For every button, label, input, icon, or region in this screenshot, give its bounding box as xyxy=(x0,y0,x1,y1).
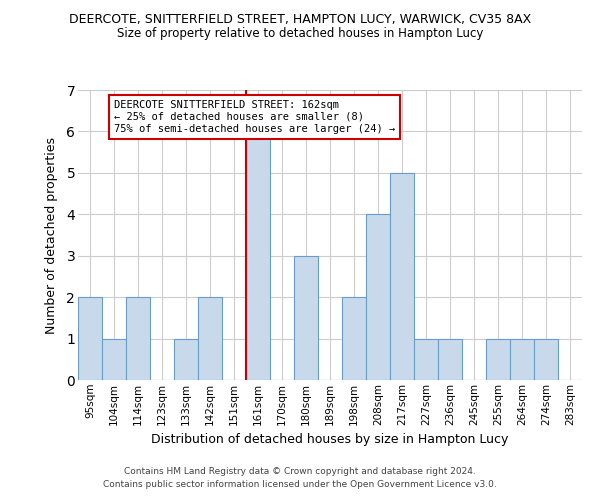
X-axis label: Distribution of detached houses by size in Hampton Lucy: Distribution of detached houses by size … xyxy=(151,433,509,446)
Text: Contains public sector information licensed under the Open Government Licence v3: Contains public sector information licen… xyxy=(103,480,497,489)
Text: Contains HM Land Registry data © Crown copyright and database right 2024.: Contains HM Land Registry data © Crown c… xyxy=(124,467,476,476)
Bar xyxy=(366,214,390,380)
Bar xyxy=(534,338,558,380)
Text: DEERCOTE, SNITTERFIELD STREET, HAMPTON LUCY, WARWICK, CV35 8AX: DEERCOTE, SNITTERFIELD STREET, HAMPTON L… xyxy=(69,12,531,26)
Bar xyxy=(102,338,126,380)
Bar xyxy=(174,338,198,380)
Bar xyxy=(126,297,150,380)
Bar xyxy=(414,338,438,380)
Bar xyxy=(510,338,534,380)
Bar xyxy=(342,297,366,380)
Text: DEERCOTE SNITTERFIELD STREET: 162sqm
← 25% of detached houses are smaller (8)
75: DEERCOTE SNITTERFIELD STREET: 162sqm ← 2… xyxy=(114,100,395,134)
Bar xyxy=(198,297,222,380)
Bar xyxy=(294,256,318,380)
Bar xyxy=(246,132,270,380)
Text: Size of property relative to detached houses in Hampton Lucy: Size of property relative to detached ho… xyxy=(117,28,483,40)
Bar xyxy=(438,338,462,380)
Bar xyxy=(78,297,102,380)
Bar xyxy=(486,338,510,380)
Bar xyxy=(390,173,414,380)
Y-axis label: Number of detached properties: Number of detached properties xyxy=(45,136,58,334)
